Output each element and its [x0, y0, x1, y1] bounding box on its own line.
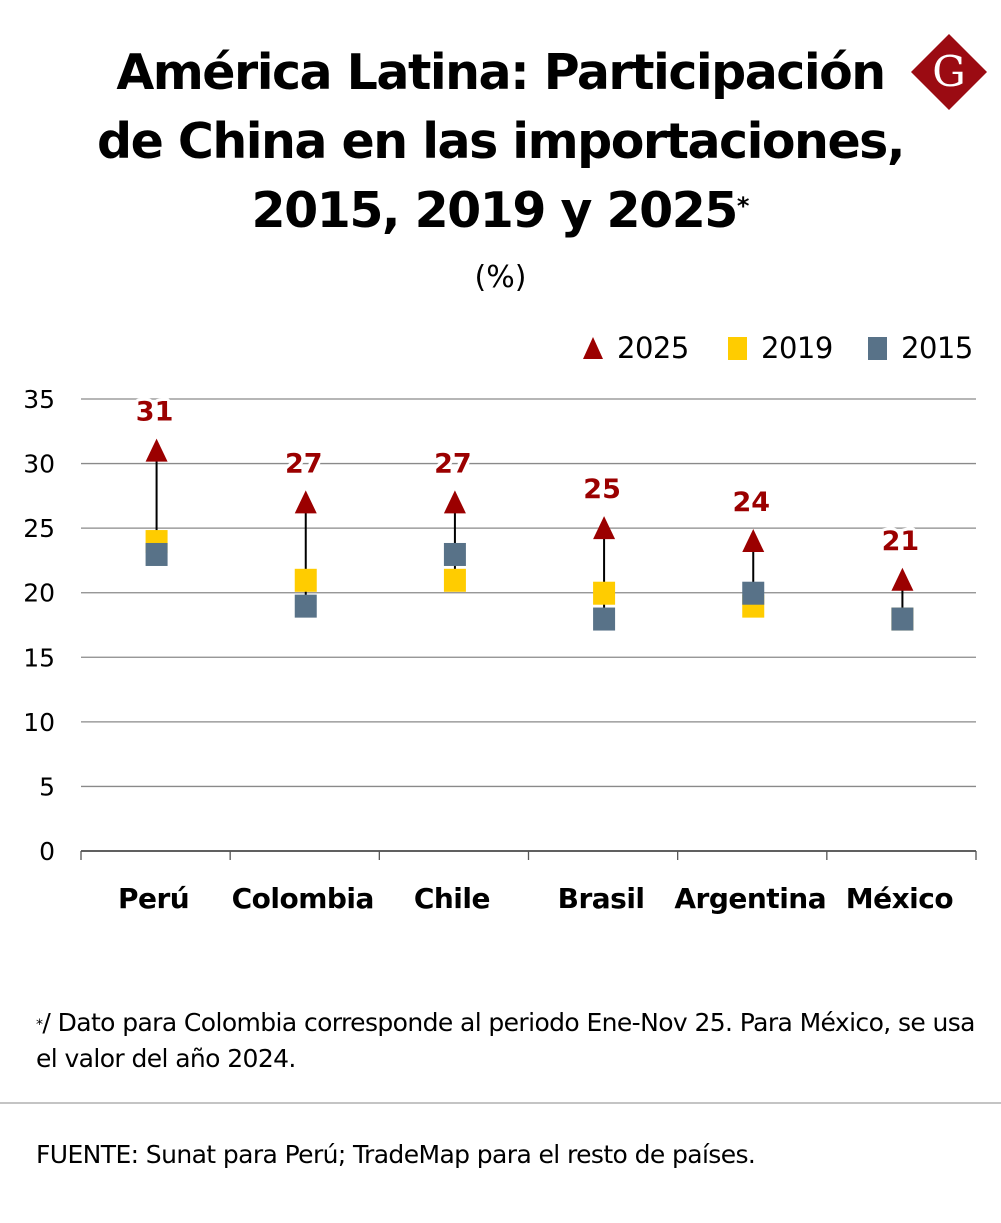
- y-tick-label: 0: [39, 837, 55, 866]
- marker-2019: [593, 581, 616, 605]
- legend-label-2025: 2025: [617, 331, 689, 365]
- marker-2015: [742, 581, 765, 605]
- y-tick-label: 30: [23, 450, 55, 479]
- legend-item-2019: 2019: [728, 330, 833, 366]
- title-line-3-text: 2015, 2019 y 2025: [251, 182, 739, 239]
- footnote-text: / Dato para Colombia corresponde al peri…: [36, 1008, 976, 1073]
- category-label: México: [846, 882, 954, 915]
- marker-2019: [294, 568, 317, 592]
- data-label-2025: 24: [732, 487, 770, 518]
- data-marks: [145, 438, 914, 631]
- title-line-1: América Latina: Participación: [116, 44, 886, 101]
- gridlines: [81, 398, 976, 788]
- logo-letter: G: [932, 47, 966, 96]
- title-line-2: de China en las importaciones,: [97, 113, 905, 170]
- category-label: Brasil: [558, 882, 645, 915]
- marker-2025: [891, 567, 914, 591]
- title-line-3: 2015, 2019 y 2025*: [0, 176, 1001, 245]
- data-labels: 31 27 27 25 24 21: [133, 394, 922, 560]
- y-tick-label: 35: [23, 385, 55, 414]
- category-label: Perú: [118, 882, 189, 915]
- marker-2015: [145, 542, 168, 566]
- category-label: Chile: [414, 882, 490, 915]
- dot-plot-chart: 0 5 10 15 20 25 30 35 31 27 27 25 24 21 Perú Colombia…: [23, 385, 977, 915]
- data-label-2025: 25: [583, 474, 621, 505]
- legend-item-2025: 2025: [583, 330, 689, 366]
- gestion-logo-icon: G: [911, 34, 987, 110]
- marker-2025: [294, 490, 317, 514]
- marker-2025: [145, 438, 168, 462]
- marker-2025: [443, 490, 466, 514]
- marker-2015: [294, 594, 317, 618]
- title-asterisk: *: [736, 192, 750, 220]
- category-label: Argentina: [674, 882, 826, 915]
- x-axis: [80, 850, 977, 860]
- marker-2015: [593, 607, 616, 631]
- y-tick-label: 15: [23, 643, 55, 672]
- data-label-2025: 21: [882, 526, 920, 557]
- y-tick-label: 10: [23, 708, 55, 737]
- marker-2015: [891, 607, 914, 631]
- legend-label-2015: 2015: [901, 331, 973, 365]
- data-label-2025: 27: [285, 448, 323, 479]
- marker-2025: [593, 516, 616, 540]
- y-axis-ticks: 0 5 10 15 20 25 30 35: [23, 385, 55, 866]
- data-label-2025: 31: [136, 397, 174, 428]
- chart-title: América Latina: Participación de China e…: [0, 38, 1001, 245]
- marker-2019: [443, 568, 466, 592]
- y-tick-label: 25: [23, 514, 55, 543]
- square-marker-icon: [728, 336, 747, 360]
- footnote-asterisk: *: [36, 1017, 43, 1033]
- legend-item-2015: 2015: [868, 330, 973, 366]
- legend: 2025 2019 2015: [0, 330, 1001, 366]
- category-labels: Perú Colombia Chile Brasil Argentina México: [118, 882, 954, 915]
- footnote: */ Dato para Colombia corresponde al per…: [36, 1005, 976, 1077]
- y-tick-label: 20: [23, 579, 55, 608]
- marker-2015: [443, 542, 466, 566]
- divider: [0, 1102, 1001, 1104]
- chart-unit: (%): [474, 260, 527, 295]
- y-tick-label: 5: [39, 772, 55, 801]
- square-marker-icon: [868, 336, 887, 360]
- legend-label-2019: 2019: [761, 331, 833, 365]
- data-label-2025: 27: [434, 448, 472, 479]
- category-label: Colombia: [232, 882, 374, 915]
- source-text: FUENTE: Sunat para Perú; TradeMap para e…: [36, 1140, 756, 1169]
- marker-2025: [742, 529, 765, 553]
- triangle-marker-icon: [583, 337, 603, 359]
